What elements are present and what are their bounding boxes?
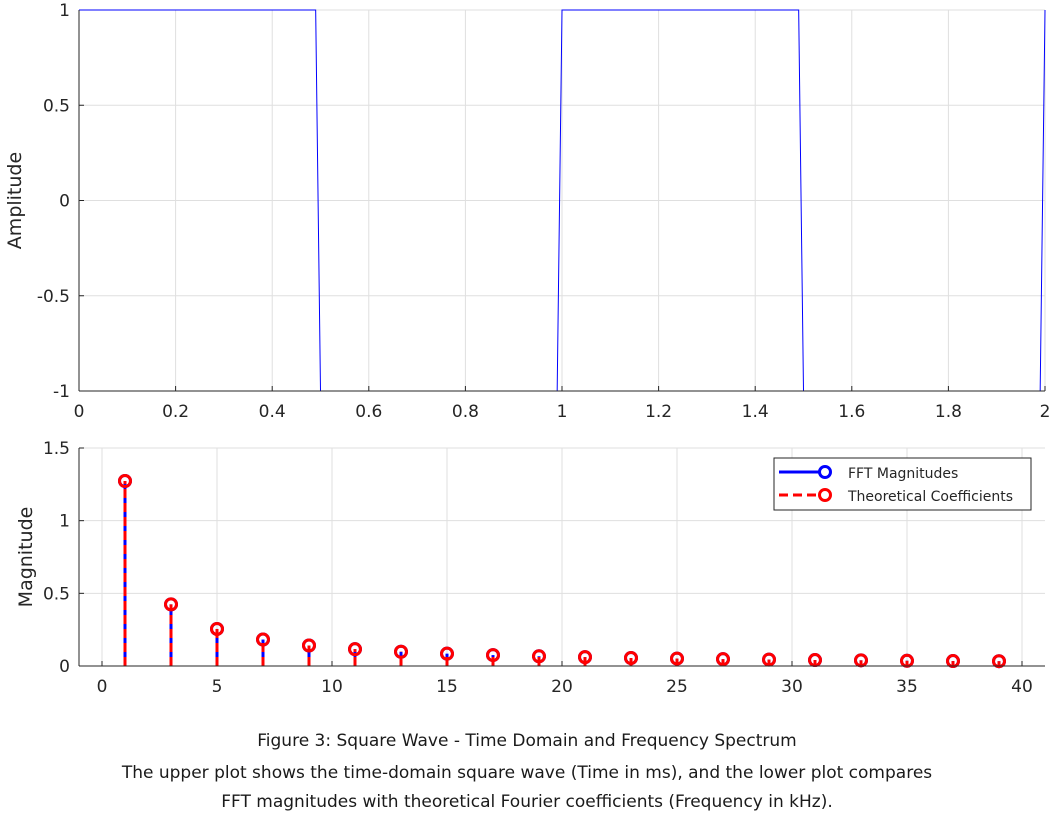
freq-x-tick-label: 20 [551, 677, 573, 697]
freq-y-tick-label: 1.5 [43, 439, 70, 459]
theoretical-marker [118, 473, 132, 488]
theoretical-marker [256, 632, 270, 647]
theoretical-marker [348, 642, 362, 657]
theoretical-marker [394, 644, 408, 659]
theoretical-marker [578, 650, 592, 665]
time-y-tick-label: 0.5 [43, 96, 70, 116]
time-x-tick-label: 1 [557, 402, 568, 422]
time-x-tick-label: 2 [1040, 402, 1051, 422]
time-x-tick-label: 1.6 [838, 402, 865, 422]
frequency-spectrum-plot: 0 5 10 15 20 25 30 35 40 0 0.5 1 1.5 Magnitude FFT Mag… [15, 439, 1045, 697]
time-domain-plot: 0 0.2 0.4 0.6 0.8 1 1.2 1.4 1.6 1.8 2 -1 -0.5 0 0.5 1 Am… [4, 1, 1050, 422]
theoretical-marker [670, 651, 684, 666]
time-x-tick-label: 0.8 [452, 402, 479, 422]
time-y-tick-label: -0.5 [37, 287, 70, 307]
legend: FFT Magnitudes Theoretical Coefficients [773, 457, 1032, 511]
freq-x-tick-label: 15 [436, 677, 458, 697]
freq-x-tick-label: 35 [896, 677, 918, 697]
freq-x-tick-label: 25 [666, 677, 688, 697]
theoretical-marker [164, 597, 178, 612]
theoretical-marker [486, 648, 500, 663]
theoretical-marker [716, 652, 730, 667]
time-x-tick-label: 0.2 [162, 402, 189, 422]
freq-x-tick-label: 0 [97, 677, 108, 697]
time-y-tick-label: 0 [59, 192, 70, 212]
theoretical-marker [210, 621, 224, 636]
theoretical-marker [440, 646, 454, 661]
freq-x-tick-label: 30 [781, 677, 803, 697]
theoretical-marker [532, 649, 546, 664]
legend-box [773, 457, 1032, 511]
legend-theoretical-label: Theoretical Coefficients [847, 489, 1013, 505]
freq-x-tick-label: 5 [212, 677, 223, 697]
freq-y-tick-label: 0.5 [43, 584, 70, 604]
time-y-tick-label: 1 [59, 1, 70, 21]
theoretical-marker [992, 654, 1006, 669]
time-x-tick-label: 0 [74, 402, 85, 422]
legend-fft-marker [818, 465, 832, 479]
freq-x-tick-label: 10 [321, 677, 343, 697]
time-x-tick-label: 1.2 [645, 402, 672, 422]
time-y-tick-label: -1 [53, 382, 70, 402]
freq-y-axis-label: Magnitude [15, 507, 37, 608]
legend-fft-label: FFT Magnitudes [848, 466, 958, 482]
time-x-tick-label: 1.4 [742, 402, 769, 422]
time-y-axis-label: Amplitude [4, 152, 26, 249]
freq-y-tick-label: 0 [59, 657, 70, 677]
theoretical-marker [624, 651, 638, 666]
figure-caption-line-1: The upper plot shows the time-domain squ… [121, 763, 933, 783]
figure-caption-title: Figure 3: Square Wave - Time Domain and … [257, 731, 797, 751]
theoretical-marker [946, 654, 960, 669]
freq-y-tick-label: 1 [59, 512, 70, 532]
freq-x-tick-label: 40 [1011, 677, 1033, 697]
theoretical-marker [762, 652, 776, 667]
time-x-tick-label: 0.4 [259, 402, 286, 422]
legend-theoretical-marker [818, 488, 832, 502]
theoretical-marker [302, 638, 316, 653]
time-x-tick-label: 1.8 [935, 402, 962, 422]
time-x-tick-label: 0.6 [355, 402, 382, 422]
figure-caption-line-2: FFT magnitudes with theoretical Fourier … [221, 792, 833, 812]
